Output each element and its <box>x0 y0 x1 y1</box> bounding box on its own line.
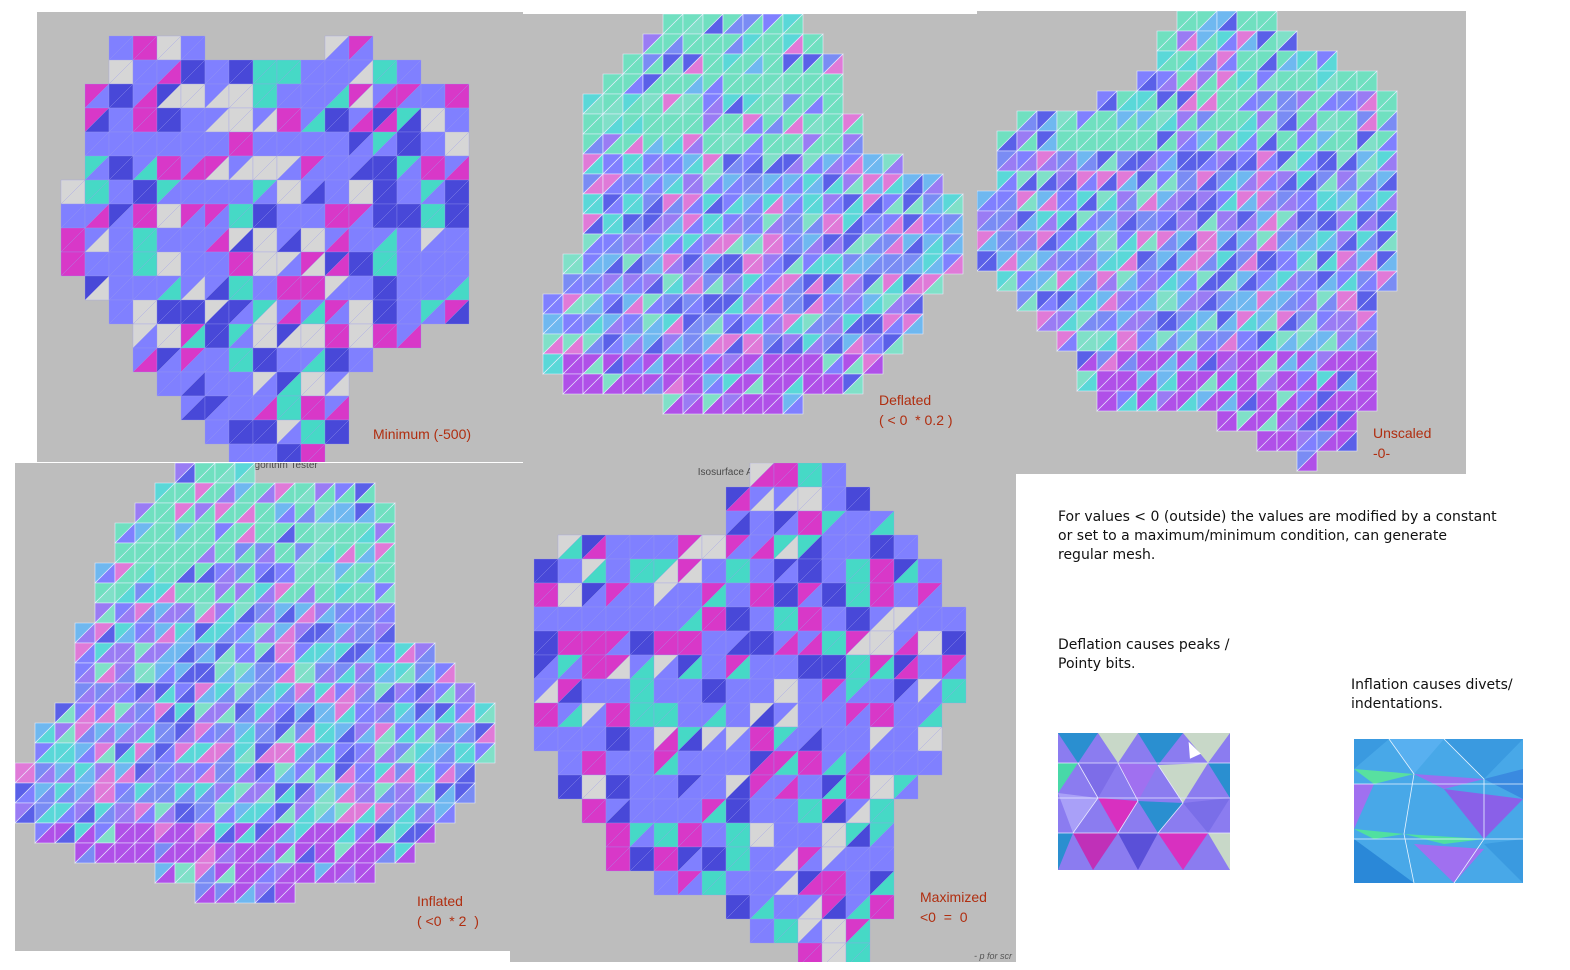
key-hint: - p for scr <box>973 951 1012 961</box>
mesh-minimum <box>60 35 470 462</box>
note-deflation: Deflation causes peaks / Pointy bits. <box>1058 637 1230 672</box>
caption-maximized: Maximized <0 = 0 <box>920 889 987 925</box>
note-intro: For values < 0 (outside) the values are … <box>1058 509 1497 563</box>
mesh-deflated <box>542 14 964 415</box>
caption-minimum: Minimum (-500) <box>373 426 472 442</box>
panel-title-inflated: Isosurface Algorithm Tester <box>197 463 318 471</box>
caption-unscaled: Unscaled -0- <box>1373 425 1432 461</box>
inflation-detail-mesh <box>1354 739 1523 883</box>
mesh-unscaled <box>977 11 1398 472</box>
deflation-detail-image <box>1058 733 1230 870</box>
inflation-detail-image <box>1354 739 1523 883</box>
note-inflation: Inflation causes divets/ indentations. <box>1351 677 1513 712</box>
deflation-detail-mesh <box>1058 733 1230 870</box>
caption-deflated: Deflated ( < 0 * 0.2 ) <box>879 392 953 428</box>
panel-deflated: Deflated ( < 0 * 0.2 ) <box>523 14 977 464</box>
mesh-inflated <box>15 463 496 904</box>
caption-inflated: Inflated ( <0 * 2 ) <box>417 893 479 929</box>
panel-maximized: Isosurface Algorithm Tester Maximized <0… <box>510 463 1016 962</box>
panel-minimum: Minimum (-500) <box>37 12 523 462</box>
panel-inflated: Isosurface Algorithm Tester Inflated ( <… <box>15 463 510 951</box>
panel-unscaled: Unscaled -0- <box>977 11 1466 474</box>
mesh-maximized <box>533 463 967 962</box>
